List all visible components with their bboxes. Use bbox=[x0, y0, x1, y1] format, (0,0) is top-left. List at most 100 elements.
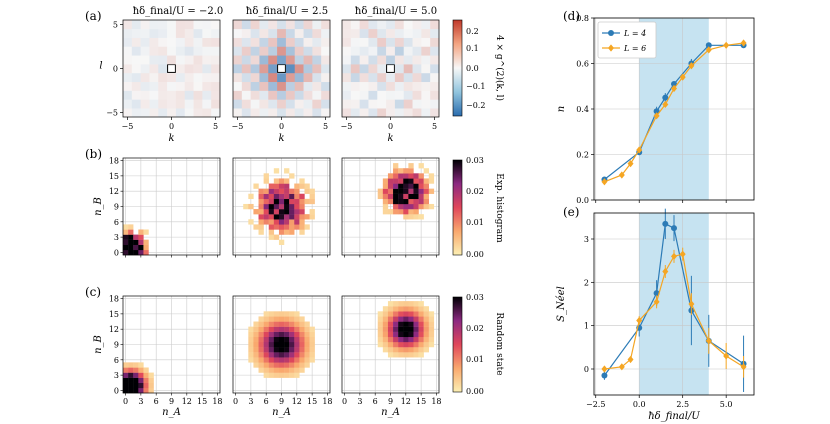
histogram-cell bbox=[382, 193, 389, 200]
histogram-cell bbox=[133, 382, 139, 389]
histogram-cell bbox=[143, 244, 149, 251]
colorbar-b-tick: 0.03 bbox=[466, 156, 484, 165]
histogram-cell bbox=[284, 178, 290, 184]
histogram-cell bbox=[128, 224, 134, 230]
histogram-cell bbox=[403, 321, 409, 327]
correlation-cell bbox=[312, 55, 322, 65]
histogram-cell bbox=[398, 331, 404, 338]
data-point bbox=[679, 250, 686, 258]
histogram-cell bbox=[284, 188, 290, 194]
histogram-cell bbox=[418, 352, 424, 358]
correlation-cell bbox=[421, 99, 431, 109]
histogram-cell bbox=[418, 193, 424, 200]
histogram-cell bbox=[413, 336, 419, 343]
histogram-cell bbox=[382, 178, 389, 184]
histogram-cell bbox=[393, 347, 399, 353]
histogram-cell bbox=[148, 377, 154, 383]
correlation-cell bbox=[131, 46, 141, 56]
correlation-cell bbox=[268, 20, 278, 30]
correlation-cell bbox=[123, 99, 133, 109]
histogram-cell bbox=[428, 311, 435, 317]
histogram-cell bbox=[289, 203, 295, 210]
histogram-cell bbox=[284, 367, 290, 373]
heatmaps-row-b: 0 3 6 9 12 15 18 n_B bbox=[93, 157, 440, 258]
x-tick-label: −5 bbox=[232, 122, 244, 131]
correlation-cell bbox=[158, 37, 168, 47]
histogram-cell bbox=[382, 326, 389, 332]
histogram-cell bbox=[138, 244, 144, 251]
correlation-cell bbox=[259, 37, 269, 47]
correlation-cell bbox=[430, 55, 440, 65]
histogram-cell bbox=[393, 178, 399, 184]
histogram-cell bbox=[418, 316, 424, 322]
histogram-cell bbox=[387, 347, 394, 353]
histogram-cell bbox=[428, 321, 435, 327]
correlation-cell bbox=[193, 90, 203, 100]
histogram-cell bbox=[304, 352, 310, 358]
correlation-cell bbox=[350, 108, 360, 118]
y-tick-label: 3 bbox=[114, 371, 119, 380]
histogram-cell bbox=[393, 316, 399, 322]
histogram-cell bbox=[387, 331, 394, 338]
correlation-cell bbox=[403, 81, 413, 91]
histogram-cell bbox=[413, 352, 419, 358]
correlation-cell bbox=[202, 20, 212, 30]
histogram-cell bbox=[289, 352, 295, 358]
histogram-cell bbox=[253, 183, 259, 189]
colorbar-c-tick: 0.00 bbox=[466, 387, 484, 396]
correlation-cell bbox=[430, 99, 440, 109]
histogram-cell bbox=[299, 224, 305, 230]
histogram-cell bbox=[263, 326, 269, 332]
histogram-cell bbox=[289, 224, 295, 230]
histogram-cell bbox=[403, 209, 409, 215]
correlation-cell bbox=[259, 28, 269, 38]
histogram-cell bbox=[304, 214, 310, 220]
histogram-cell bbox=[263, 178, 269, 184]
legend: L = 4 L = 6 bbox=[597, 21, 657, 59]
series-line bbox=[604, 42, 744, 183]
histogram-cell bbox=[123, 367, 129, 373]
correlation-cell bbox=[268, 64, 278, 74]
x-axis-label: ħδ_final/U bbox=[648, 411, 700, 422]
histogram-cell bbox=[273, 341, 280, 348]
histogram-cell bbox=[423, 193, 429, 200]
histogram-cell bbox=[138, 372, 144, 378]
histogram-cell bbox=[377, 188, 384, 194]
histogram-cell bbox=[128, 382, 134, 389]
x-tick-label: 9 bbox=[388, 397, 393, 406]
correlation-cell bbox=[123, 72, 133, 83]
histogram-cell bbox=[263, 214, 269, 220]
histogram-cell bbox=[408, 311, 414, 317]
correlation-cell bbox=[123, 55, 133, 65]
histogram-cell bbox=[248, 336, 254, 343]
correlation-cell bbox=[241, 64, 251, 74]
y-tick-label: 0 bbox=[584, 365, 589, 374]
correlation-cell bbox=[123, 81, 133, 91]
correlation-cell bbox=[277, 99, 287, 109]
correlation-cell bbox=[359, 37, 369, 47]
histogram-cell bbox=[258, 326, 264, 332]
correlation-cell bbox=[149, 37, 159, 47]
histogram-cell bbox=[408, 168, 414, 174]
correlation-cell bbox=[184, 90, 194, 100]
correlation-cell bbox=[359, 46, 369, 56]
histogram-cell bbox=[423, 188, 429, 194]
correlation-cell bbox=[167, 81, 177, 91]
histogram-cell bbox=[413, 209, 419, 215]
correlation-cell bbox=[412, 46, 422, 56]
correlation-cell bbox=[421, 72, 431, 83]
correlation-cell bbox=[259, 108, 269, 118]
data-point bbox=[653, 112, 660, 120]
data-point bbox=[601, 365, 608, 373]
correlation-cell bbox=[294, 90, 304, 100]
histogram-cell bbox=[428, 341, 435, 348]
y-tick-label: 3 bbox=[584, 235, 589, 244]
legend-marker bbox=[608, 44, 614, 52]
histogram-cell bbox=[263, 198, 269, 205]
histogram-cell bbox=[133, 244, 139, 251]
histogram-cell bbox=[393, 209, 399, 215]
histogram-cell bbox=[423, 341, 429, 348]
histogram-cell bbox=[263, 193, 269, 200]
x-tick-label: −5 bbox=[341, 122, 353, 131]
